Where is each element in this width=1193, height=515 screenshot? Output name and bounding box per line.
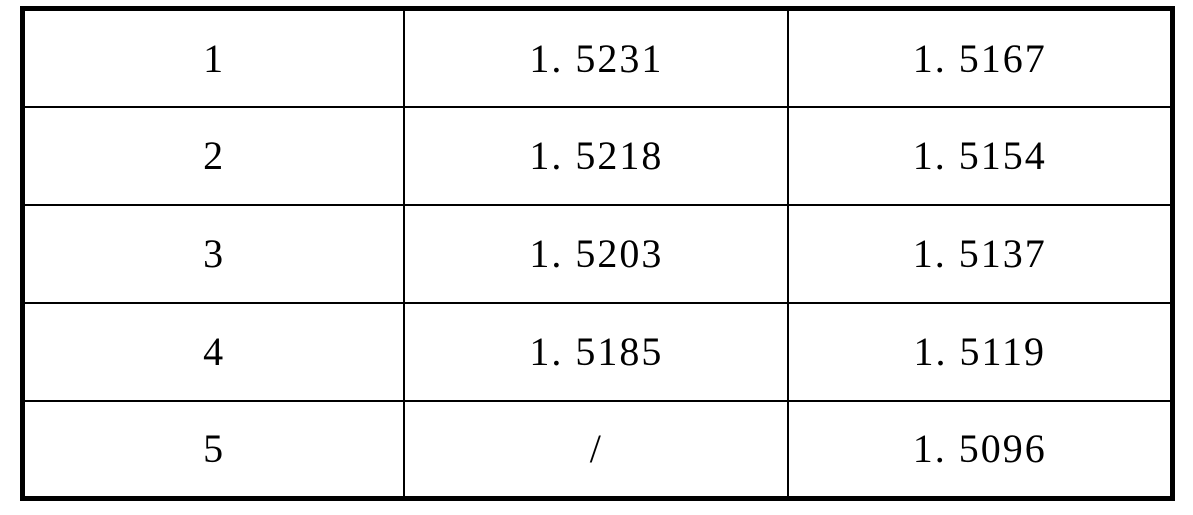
table-cell: 1. 5203	[404, 205, 788, 303]
table-cell: 4	[23, 303, 405, 401]
table-cell: 2	[23, 107, 405, 205]
table-cell: 1. 5218	[404, 107, 788, 205]
table-row: 5 / 1. 5096	[23, 401, 1173, 499]
table-cell: 1	[23, 9, 405, 107]
table-cell: 1. 5154	[788, 107, 1172, 205]
table-cell: 1. 5231	[404, 9, 788, 107]
table-cell: 1. 5119	[788, 303, 1172, 401]
table-cell: 1. 5137	[788, 205, 1172, 303]
table-cell: /	[404, 401, 788, 499]
table-row: 2 1. 5218 1. 5154	[23, 107, 1173, 205]
table-cell: 5	[23, 401, 405, 499]
table-row: 4 1. 5185 1. 5119	[23, 303, 1173, 401]
table-cell: 1. 5185	[404, 303, 788, 401]
data-table: 1 1. 5231 1. 5167 2 1. 5218 1. 5154 3 1.…	[20, 6, 1175, 501]
table-cell: 3	[23, 205, 405, 303]
table-row: 3 1. 5203 1. 5137	[23, 205, 1173, 303]
table-row: 1 1. 5231 1. 5167	[23, 9, 1173, 107]
table-cell: 1. 5096	[788, 401, 1172, 499]
table-container: 1 1. 5231 1. 5167 2 1. 5218 1. 5154 3 1.…	[0, 0, 1187, 509]
table-cell: 1. 5167	[788, 9, 1172, 107]
